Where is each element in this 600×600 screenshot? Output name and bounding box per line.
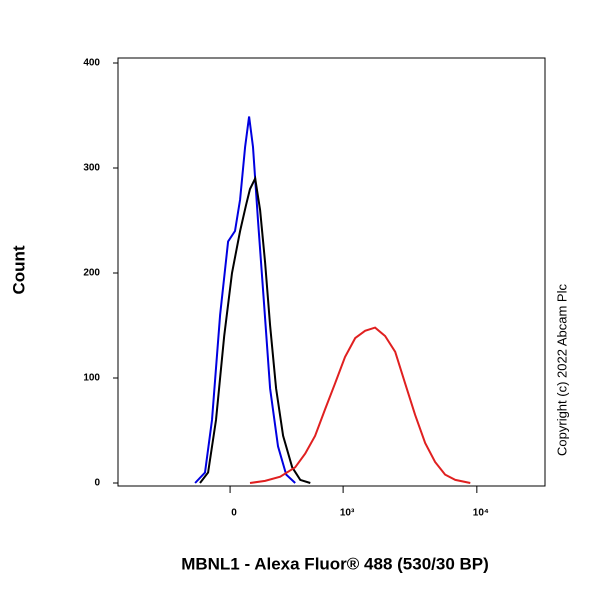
y-axis-label: Count — [9, 245, 28, 294]
plot-frame — [117, 57, 546, 487]
y-tick-label: 200 — [83, 268, 100, 279]
histogram-line — [249, 326, 471, 484]
x-tick-label: 10³ — [340, 508, 355, 519]
y-tick-label: 100 — [83, 373, 100, 384]
y-tick-label: 0 — [94, 478, 100, 489]
copyright: Copyright (c) 2022 Abcam Plc — [554, 284, 569, 456]
histogram-line — [194, 116, 296, 484]
y-tick-label: 400 — [83, 58, 100, 69]
x-axis-label: MBNL1 - Alexa Fluor® 488 (530/30 BP) — [181, 554, 489, 573]
x-tick-label: 10⁴ — [473, 508, 489, 519]
y-tick-label: 300 — [83, 163, 100, 174]
x-tick-label: 0 — [231, 508, 237, 519]
histogram-line — [199, 175, 311, 484]
